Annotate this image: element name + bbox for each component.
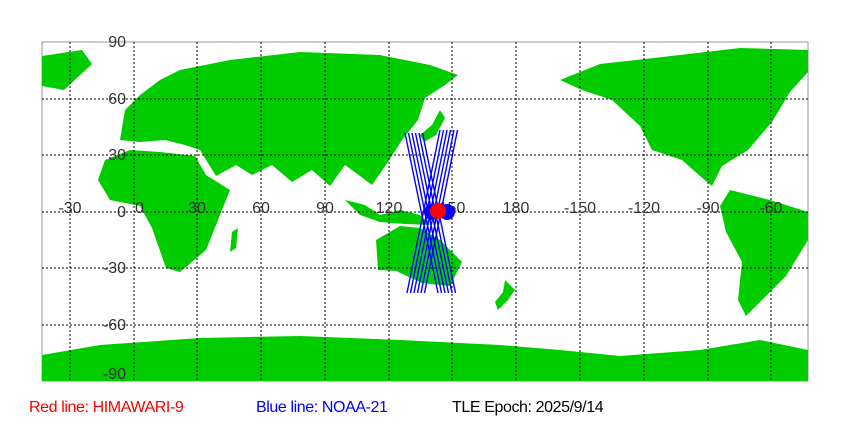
longitude-label: -150 [564,200,596,217]
longitude-label: -30 [58,200,81,217]
north-america [560,48,808,186]
latitude-label: -90 [103,366,126,383]
noaa-21-track [406,129,441,294]
south-america [720,190,808,316]
longitude-label: 90 [316,200,334,217]
longitude-label: 0 [135,200,144,217]
longitude-label: -120 [628,200,660,217]
madagascar [230,228,238,252]
indonesia [345,200,430,225]
latitude-label: 90 [108,34,126,51]
africa [98,150,230,272]
japan [420,110,445,142]
latitude-label: 60 [108,91,126,108]
latitude-label: -60 [103,317,126,334]
latitude-label: 0 [117,204,126,221]
himawari-9-position [430,203,446,219]
longitude-label: 180 [503,200,530,217]
noaa-21-track [404,132,439,294]
greenland-west [42,50,92,90]
longitude-label: 30 [188,200,206,217]
legend-noaa: Blue line: NOAA-21 [256,399,388,416]
latitude-label: -30 [103,260,126,277]
tle-epoch: TLE Epoch: 2025/9/14 [452,399,604,416]
longitude-label: -60 [759,200,782,217]
legend-himawari: Red line: HIMAWARI-9 [29,399,184,416]
longitude-label: 60 [252,200,270,217]
new-zealand [495,280,515,310]
eurasia [120,52,458,186]
graticule-labels: 9060300-30-60-90-300306090120150180-150-… [58,34,782,383]
longitude-label: -90 [696,200,719,217]
latitude-label: 30 [108,147,126,164]
longitude-label: 120 [376,200,403,217]
antarctica [42,336,808,381]
